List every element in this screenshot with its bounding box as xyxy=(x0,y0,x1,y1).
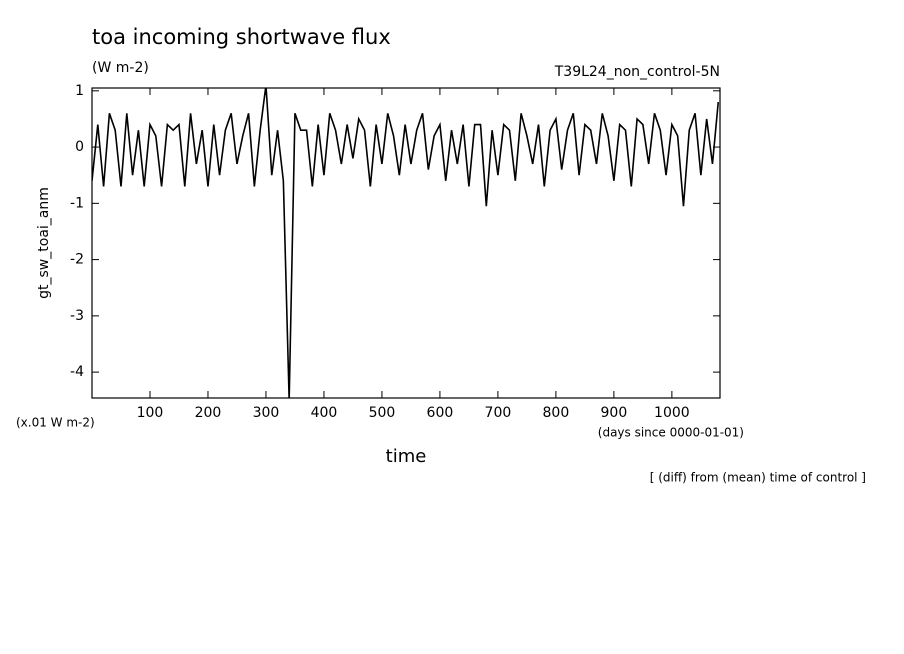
y-axis-label: gt_sw_toai_anm xyxy=(36,187,52,299)
footnote: [ (diff) from (mean) time of control ] xyxy=(650,471,866,485)
data-line xyxy=(92,88,720,398)
x-axis-label: time xyxy=(386,446,427,467)
x-tick-label: 1000 xyxy=(654,405,690,421)
x-tick-label: 100 xyxy=(137,405,164,421)
y-tick-label: -4 xyxy=(70,364,84,380)
scale-note: (x.01 W m-2) xyxy=(16,416,95,430)
chart-title: toa incoming shortwave flux xyxy=(92,25,391,49)
x-tick-label: 200 xyxy=(195,405,222,421)
x-tick-label: 300 xyxy=(253,405,280,421)
y-tick-label: -2 xyxy=(70,252,84,268)
run-label: T39L24_non_control-5N xyxy=(554,64,720,80)
y-tick-label: 1 xyxy=(75,83,84,99)
y-tick-label: 0 xyxy=(75,139,84,155)
x-axis-units: (days since 0000-01-01) xyxy=(598,426,744,440)
x-tick-label: 800 xyxy=(543,405,570,421)
plot-frame xyxy=(91,87,721,399)
x-tick-label: 900 xyxy=(601,405,628,421)
unit-label: (W m-2) xyxy=(92,60,149,76)
x-tick-label: 700 xyxy=(485,405,512,421)
y-tick-label: -1 xyxy=(70,195,84,211)
y-tick-label: -3 xyxy=(70,308,84,324)
x-tick-label: 400 xyxy=(311,405,338,421)
x-tick-label: 600 xyxy=(427,405,454,421)
x-tick-label: 500 xyxy=(369,405,396,421)
